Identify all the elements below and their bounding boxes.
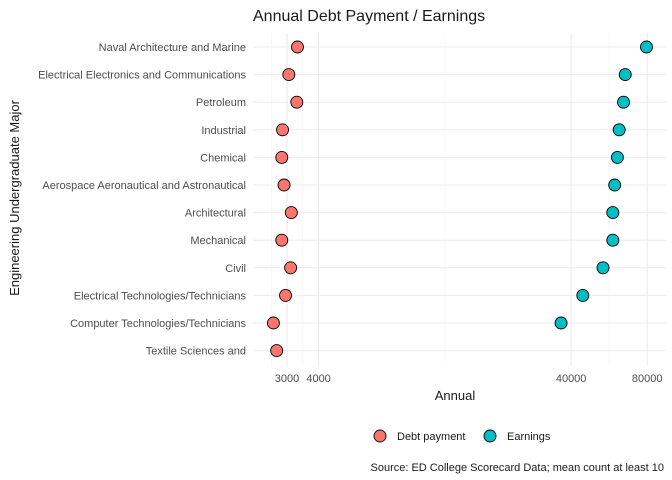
data-points <box>266 40 653 358</box>
data-point <box>576 288 590 302</box>
legend: Debt payment Earnings <box>373 429 551 443</box>
legend-key <box>483 429 497 443</box>
y-tick-label: Electrical Electronics and Communication… <box>38 70 246 82</box>
legend-label: Debt payment <box>397 431 465 443</box>
y-tick-label: Mechanical <box>190 235 246 247</box>
x-axis-title: Annual <box>435 388 476 403</box>
data-point <box>277 178 291 192</box>
data-point <box>617 95 630 109</box>
data-point <box>618 68 632 82</box>
data-point <box>612 123 626 137</box>
data-point <box>596 261 610 275</box>
data-point <box>610 150 624 164</box>
data-point <box>284 261 298 275</box>
y-tick-label: Civil <box>225 263 246 275</box>
data-point <box>275 233 289 247</box>
data-point <box>282 68 296 82</box>
x-tick-labels: 3000 4000 40000 80000 <box>275 373 663 385</box>
chart-title: Annual Debt Payment / Earnings <box>253 8 485 25</box>
data-point <box>608 178 622 192</box>
y-tick-label: Industrial <box>201 125 246 137</box>
y-tick-label: Aerospace Aeronautical and Astronautical <box>42 180 246 192</box>
legend-key <box>373 429 387 443</box>
y-tick-label: Computer Technologies/Technicians <box>70 318 246 330</box>
data-point <box>554 316 568 330</box>
x-tick-label: 80000 <box>632 373 663 385</box>
legend-label: Earnings <box>507 431 551 443</box>
data-point <box>266 316 280 330</box>
y-tick-label: Electrical Technologies/Technicians <box>74 290 247 302</box>
data-point <box>606 206 620 220</box>
y-tick-labels: Naval Architecture and Marine Electrical … <box>38 42 246 358</box>
data-point <box>640 40 653 54</box>
x-tick-label: 40000 <box>556 373 587 385</box>
y-tick-label: Chemical <box>200 152 246 164</box>
x-tick-label: 3000 <box>275 373 299 385</box>
x-tick-label: 4000 <box>306 373 330 385</box>
data-point <box>279 288 292 302</box>
data-point <box>284 206 298 220</box>
data-point <box>290 95 304 109</box>
caption: Source: ED College Scorecard Data; mean … <box>371 462 665 474</box>
y-axis-title: Engineering Undergraduate Major <box>7 99 22 296</box>
data-point <box>270 344 284 358</box>
y-tick-label: Architectural <box>185 208 246 220</box>
y-tick-label: Textile Sciences and <box>146 346 246 358</box>
data-point <box>606 233 620 247</box>
data-point <box>276 123 289 137</box>
data-point <box>275 150 289 164</box>
grid <box>253 33 666 366</box>
data-point <box>291 40 304 54</box>
y-tick-label: Petroleum <box>196 97 246 109</box>
y-tick-label: Naval Architecture and Marine <box>99 42 246 54</box>
